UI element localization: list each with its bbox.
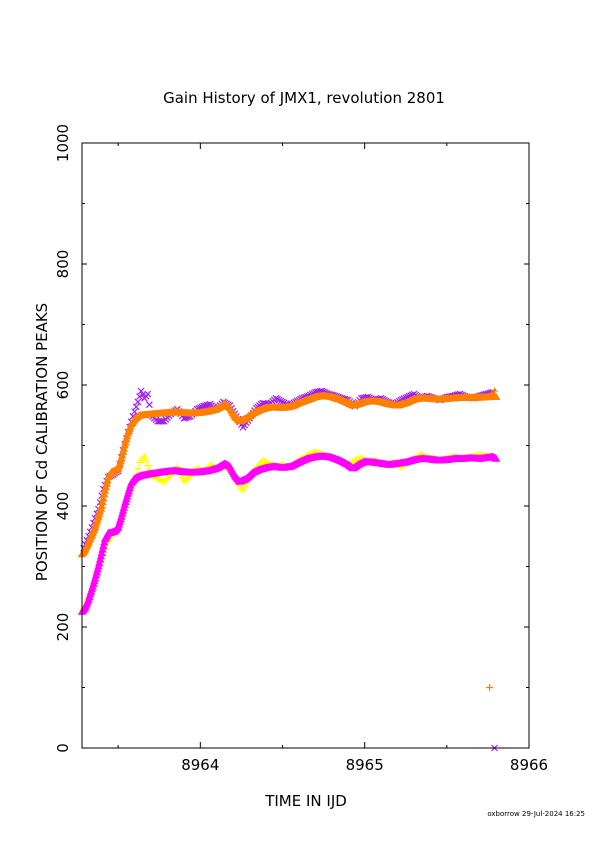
data-point — [134, 398, 142, 406]
data-point — [183, 475, 191, 483]
data-point — [159, 417, 166, 425]
data-point — [239, 487, 247, 495]
x-tick-label: 8966 — [510, 756, 548, 774]
data-point — [259, 457, 267, 465]
data-point — [102, 479, 111, 487]
data-point — [136, 393, 143, 400]
series-1 — [77, 452, 501, 615]
y-axis-label: POSITION OF Cd CALIBRATION PEAKS — [33, 303, 51, 581]
data-point — [140, 452, 148, 460]
data-point — [99, 541, 108, 550]
y-tick-label: 600 — [54, 371, 72, 400]
plot-frame — [81, 142, 530, 749]
data-point — [144, 461, 152, 469]
plot-marks — [77, 387, 501, 752]
y-tick-label: 1000 — [54, 124, 72, 162]
data-point — [489, 392, 497, 400]
data-point — [155, 476, 163, 484]
data-point — [180, 478, 188, 486]
data-point — [134, 465, 142, 473]
data-point — [132, 403, 140, 411]
series-4 — [486, 387, 498, 691]
data-point — [144, 390, 152, 398]
data-point — [98, 497, 107, 506]
data-point — [142, 457, 150, 465]
footer-timestamp: oxborrow 29-Jul-2024 16:25 — [487, 810, 585, 818]
y-tick-label: 0 — [54, 743, 72, 753]
data-point — [98, 545, 107, 553]
data-point — [490, 387, 498, 395]
data-point — [100, 486, 110, 494]
data-point — [99, 494, 108, 502]
data-point — [145, 401, 153, 409]
data-point — [99, 538, 109, 546]
series-3 — [77, 391, 501, 558]
data-point — [97, 501, 106, 509]
data-point — [131, 408, 139, 416]
data-point — [97, 548, 106, 557]
chart-title: Gain History of JMX1, revolution 2801 — [163, 89, 445, 107]
x-tick-label: 8965 — [346, 756, 384, 774]
axis-ticks: 0 200 400 600 800 1000 8964 8965 8966 — [54, 124, 548, 774]
data-point — [101, 483, 111, 491]
x-tick-label: 8964 — [181, 756, 219, 774]
data-point — [159, 477, 167, 485]
y-tick-label: 200 — [54, 613, 72, 642]
data-point — [154, 475, 162, 483]
data-point — [182, 476, 190, 484]
data-point — [241, 483, 249, 491]
data-point — [99, 490, 109, 498]
data-point — [352, 456, 360, 464]
data-point — [260, 457, 268, 465]
y-tick-label: 800 — [54, 250, 72, 279]
data-point — [491, 454, 501, 462]
series-2 — [80, 387, 498, 752]
data-point — [486, 684, 494, 691]
data-point — [351, 457, 359, 465]
data-point — [103, 476, 112, 484]
y-tick-label: 400 — [54, 492, 72, 521]
data-point — [137, 387, 145, 395]
x-axis-label: TIME IN IJD — [264, 792, 347, 810]
data-point — [491, 392, 501, 400]
data-point — [162, 476, 170, 484]
